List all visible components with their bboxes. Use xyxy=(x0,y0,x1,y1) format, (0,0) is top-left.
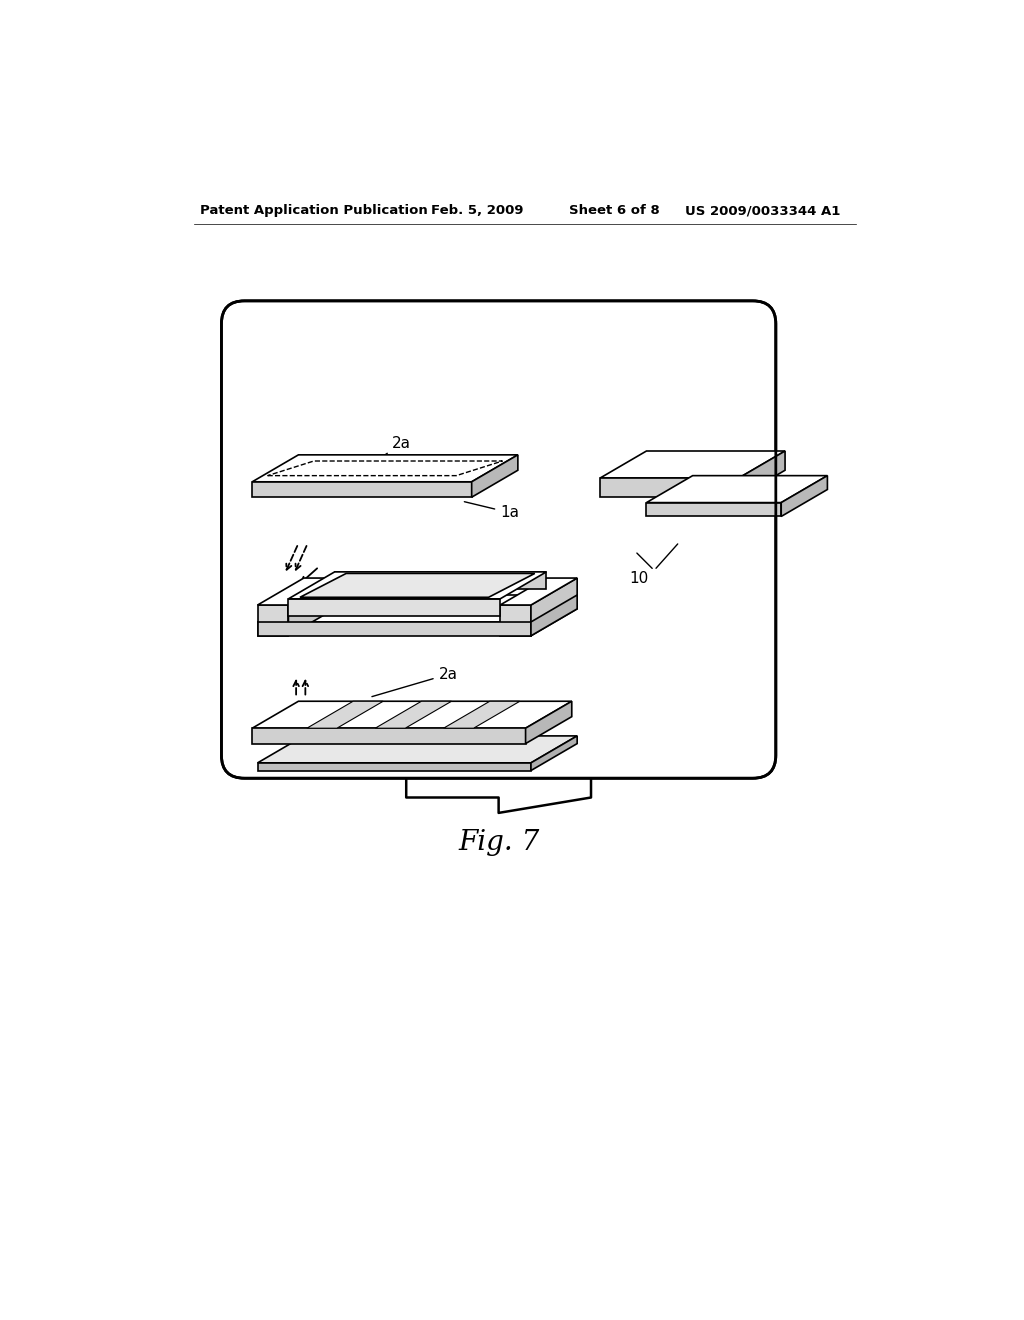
Polygon shape xyxy=(335,572,547,589)
Polygon shape xyxy=(500,578,578,605)
Text: 1b: 1b xyxy=(449,733,501,755)
Text: 2a: 2a xyxy=(345,436,412,483)
Polygon shape xyxy=(646,475,827,503)
Text: 2a: 2a xyxy=(372,667,458,697)
Polygon shape xyxy=(258,605,289,636)
Polygon shape xyxy=(781,475,827,516)
Text: 11: 11 xyxy=(423,570,442,586)
Polygon shape xyxy=(472,455,518,498)
Text: Feb. 5, 2009: Feb. 5, 2009 xyxy=(431,205,523,218)
Polygon shape xyxy=(258,622,531,636)
Text: 10: 10 xyxy=(629,570,648,586)
Polygon shape xyxy=(252,455,518,482)
Polygon shape xyxy=(531,595,578,636)
Polygon shape xyxy=(289,599,500,615)
Text: Sheet 6 of 8: Sheet 6 of 8 xyxy=(569,205,660,218)
Text: 1a: 1a xyxy=(464,502,519,520)
Polygon shape xyxy=(258,763,531,771)
FancyBboxPatch shape xyxy=(221,301,776,779)
Polygon shape xyxy=(252,482,472,498)
Polygon shape xyxy=(252,701,571,729)
Polygon shape xyxy=(258,737,578,763)
Polygon shape xyxy=(375,701,452,729)
Polygon shape xyxy=(289,578,335,636)
Text: US 2009/0033344 A1: US 2009/0033344 A1 xyxy=(685,205,841,218)
Text: Fig. 7: Fig. 7 xyxy=(458,829,540,855)
Polygon shape xyxy=(525,701,571,743)
Polygon shape xyxy=(600,451,785,478)
Polygon shape xyxy=(289,572,547,599)
Polygon shape xyxy=(500,605,531,636)
Polygon shape xyxy=(646,503,781,516)
Polygon shape xyxy=(300,573,535,597)
Polygon shape xyxy=(739,451,785,498)
Polygon shape xyxy=(252,729,525,743)
Polygon shape xyxy=(258,578,335,605)
Text: Patent Application Publication: Patent Application Publication xyxy=(200,205,428,218)
Polygon shape xyxy=(258,595,578,622)
Polygon shape xyxy=(443,701,520,729)
Polygon shape xyxy=(531,737,578,771)
Polygon shape xyxy=(307,701,383,729)
Polygon shape xyxy=(600,478,739,498)
Polygon shape xyxy=(531,578,578,636)
